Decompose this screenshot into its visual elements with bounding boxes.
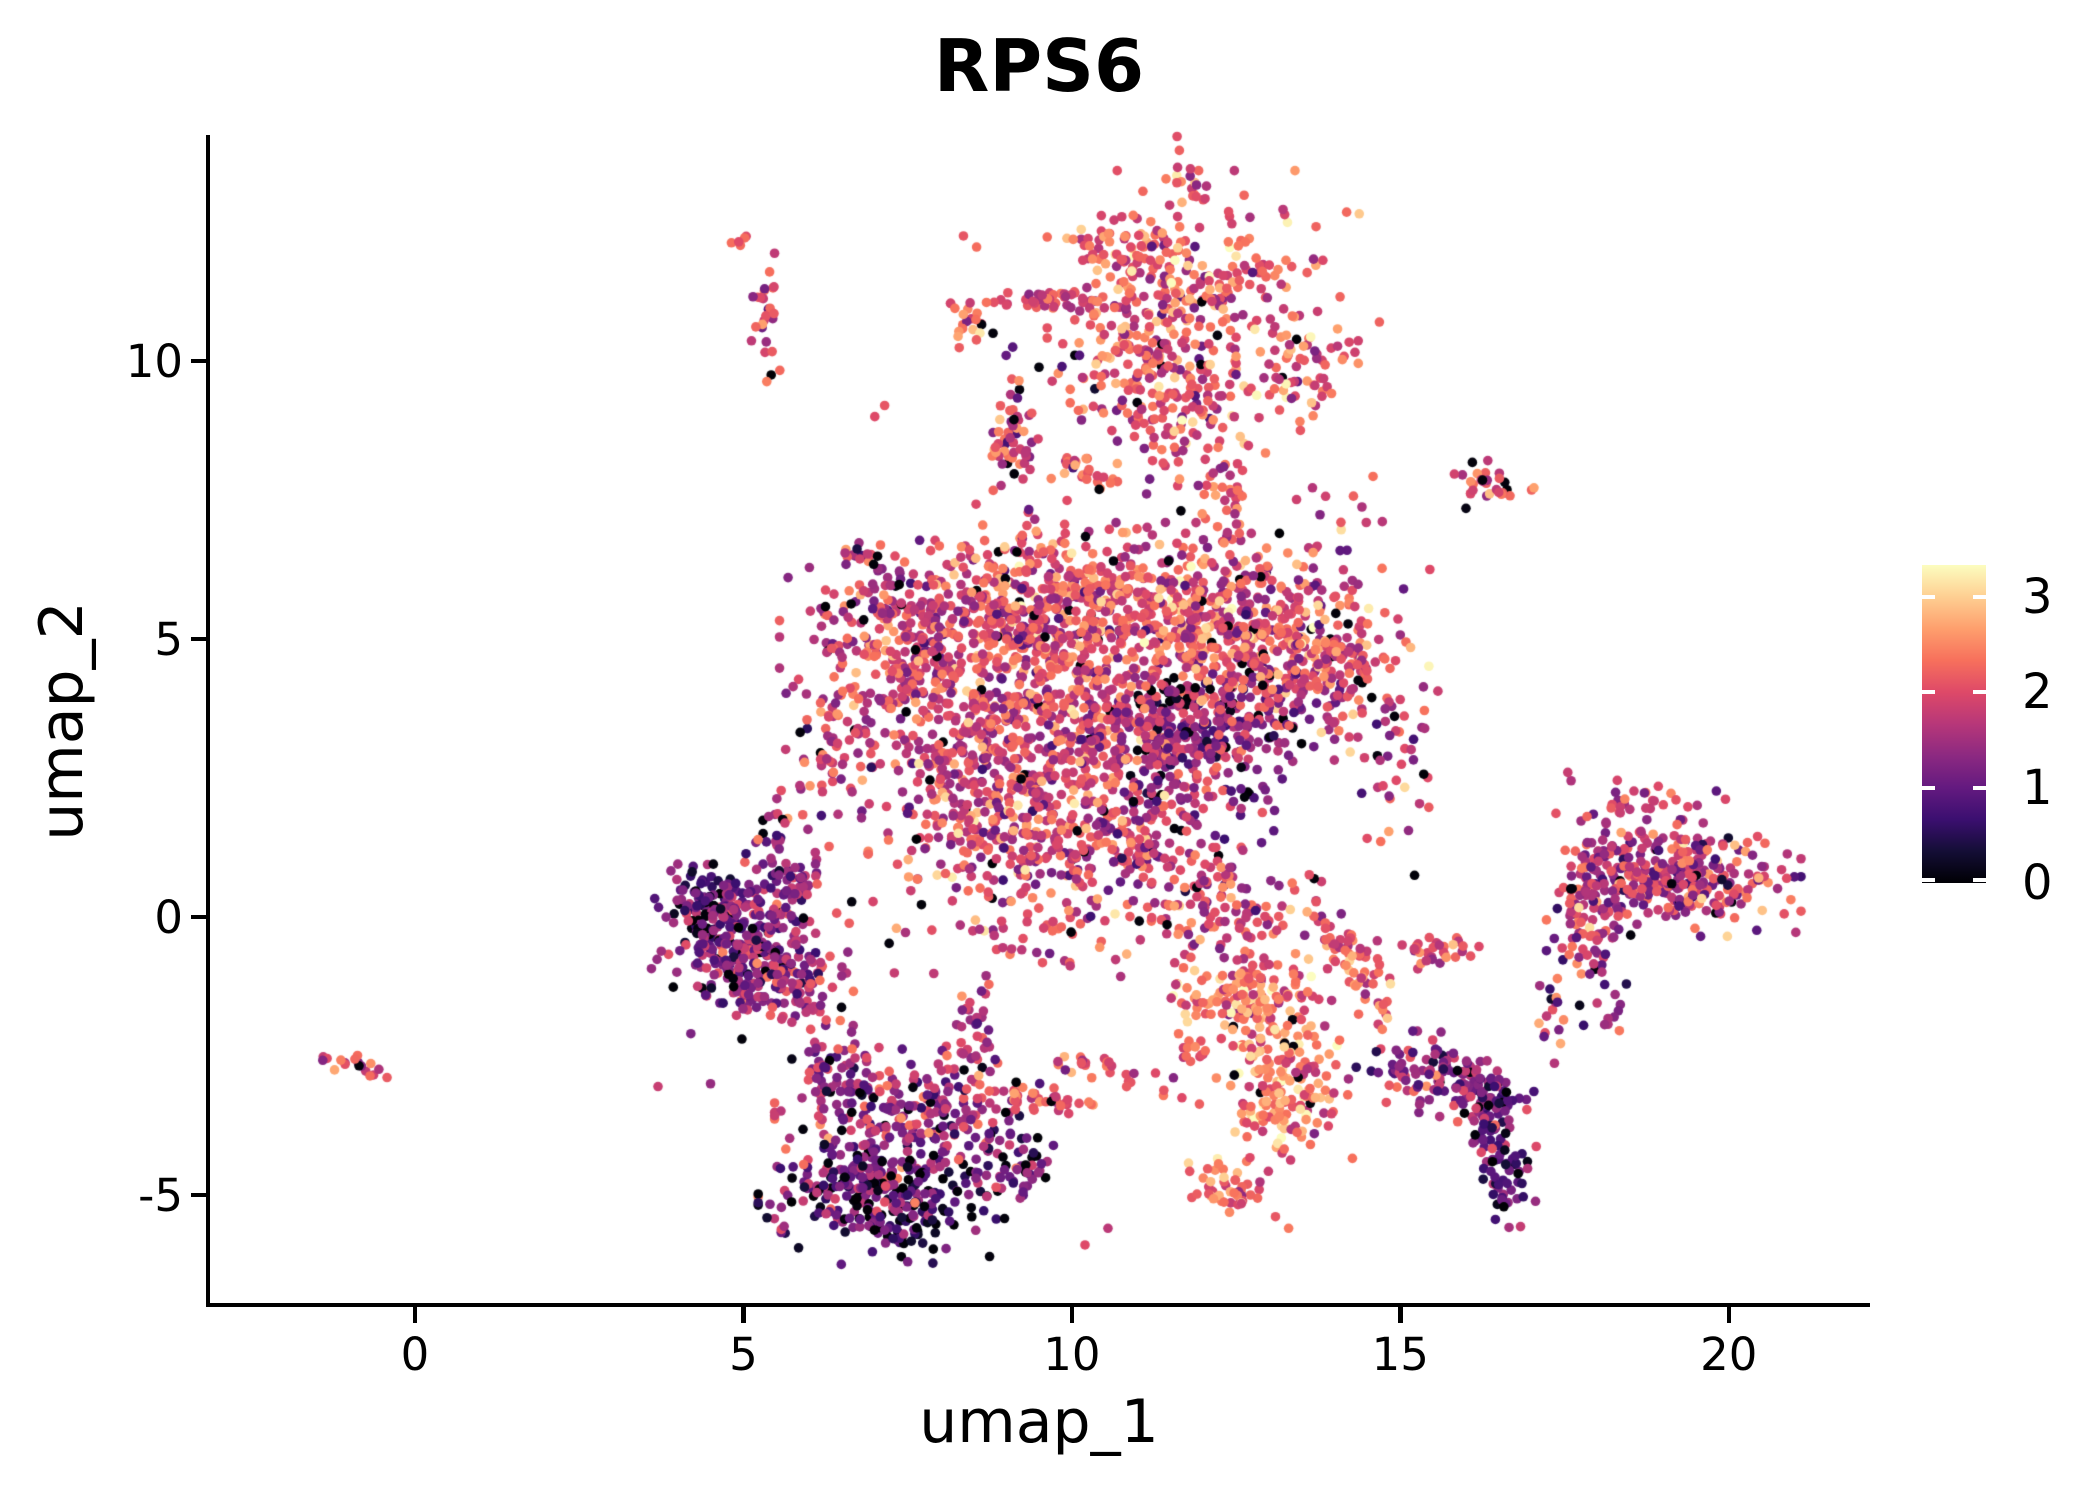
y-tick-label: 0 (154, 890, 183, 944)
colorbar-tick-mark (1973, 690, 1986, 694)
x-tick-label: 20 (1700, 1328, 1758, 1381)
colorbar-tick-mark (1973, 594, 1986, 599)
y-tick-mark (191, 1192, 207, 1198)
colorbar-tick-label: 1 (2022, 759, 2053, 816)
colorbar-tick-mark (1973, 785, 1986, 790)
y-tick-label: -5 (138, 1168, 183, 1222)
x-tick-mark (1398, 1307, 1403, 1323)
x-tick-mark (1069, 1307, 1075, 1323)
x-tick-mark (412, 1307, 418, 1323)
y-tick-label: 10 (125, 335, 183, 389)
colorbar-tick-label: 0 (2022, 855, 2053, 911)
y-tick-mark (191, 636, 207, 642)
x-axis-title: umap_1 (919, 1387, 1159, 1457)
x-tick-label: 10 (1043, 1328, 1101, 1381)
colorbar-gradient (1922, 565, 1986, 883)
plot-title: RPS6 (933, 24, 1145, 108)
x-tick-label: 0 (400, 1328, 430, 1381)
colorbar-tick-mark (1922, 878, 1935, 882)
y-tick-label: 5 (154, 613, 183, 666)
x-tick-label: 15 (1371, 1328, 1429, 1381)
colorbar-tick-mark (1973, 878, 1986, 882)
y-axis-line (206, 135, 210, 1307)
x-axis-line (206, 1303, 1870, 1307)
x-tick-label: 5 (729, 1328, 758, 1381)
colorbar-tick-mark (1922, 785, 1935, 790)
y-axis-title: umap_2 (27, 601, 97, 841)
y-tick-mark (191, 358, 207, 364)
colorbar-tick-label: 2 (2022, 664, 2053, 720)
x-tick-mark (741, 1307, 746, 1323)
y-tick-mark (191, 914, 207, 920)
x-tick-mark (1726, 1307, 1732, 1323)
colorbar-tick-mark (1922, 594, 1935, 599)
colorbar-tick-label: 3 (2022, 568, 2053, 625)
colorbar-tick-mark (1922, 690, 1935, 694)
